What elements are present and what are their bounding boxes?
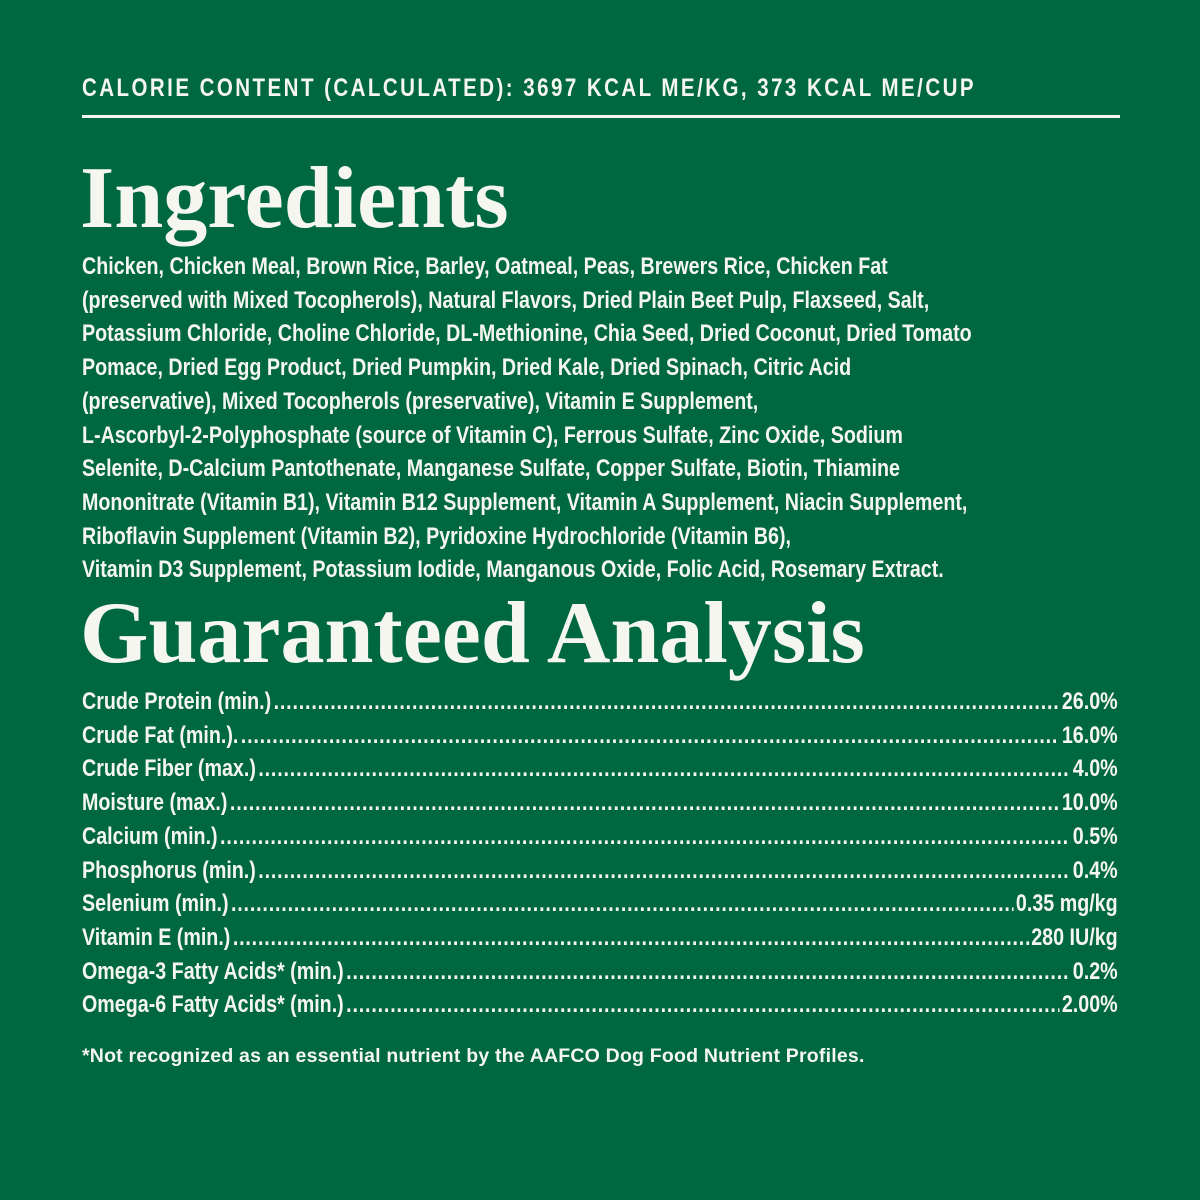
dot-leader [231,887,1013,921]
nutrient-label: Selenium (min.) [82,890,229,918]
nutrient-label: Vitamin E (min.) [82,923,231,951]
nutrient-value: 0.2% [1072,957,1118,985]
dot-leader [346,955,1070,989]
divider [82,115,1120,118]
analysis-row: Crude Protein (min.) 26.0% [82,685,1118,719]
analysis-row: Phosphorus (min.) 0.4% [82,854,1118,888]
dot-leader [220,820,1070,854]
ingredients-line: (preserved with Mixed Tocopherols), Natu… [82,286,930,314]
calorie-content: CALORIE CONTENT (CALCULATED): 3697 KCAL … [82,74,977,102]
analysis-row: Moisture (max.) 10.0% [82,786,1118,820]
dot-leader [258,854,1070,888]
nutrient-value: 10.0% [1061,789,1118,817]
ingredients-title: Ingredients [80,150,509,247]
nutrient-value: 0.5% [1072,822,1118,850]
dot-leader [241,719,1060,753]
footnote: *Not recognized as an essential nutrient… [82,1045,865,1067]
nutrient-label: Calcium (min.) [82,822,218,850]
dot-leader [258,752,1070,786]
dot-leader [346,988,1059,1022]
nutrient-label: Crude Protein (min.) [82,688,272,715]
ingredients-line: Mononitrate (Vitamin B1), Vitamin B12 Su… [82,488,968,516]
dot-leader [274,685,1060,719]
nutrient-label: Crude Fiber (max.) [82,755,256,783]
dot-leader [230,786,1059,820]
nutrient-label: Omega-3 Fatty Acids* (min.) [82,957,344,985]
nutrient-value: 26.0% [1061,688,1118,715]
analysis-row: Omega-3 Fatty Acids* (min.) 0.2% [82,955,1118,989]
ingredients-line: Vitamin D3 Supplement, Potassium Iodide,… [82,556,944,584]
nutrient-label: Phosphorus (min.) [82,856,256,884]
nutrient-label: Moisture (max.) [82,789,228,817]
ingredients-line: Riboflavin Supplement (Vitamin B2), Pyri… [82,522,791,550]
analysis-row: Vitamin E (min.) 280 IU/kg [82,921,1118,955]
ingredients-list: Chicken, Chicken Meal, Brown Rice, Barle… [82,250,1123,587]
analysis-row: Calcium (min.) 0.5% [82,820,1118,854]
analysis-row: Selenium (min.) 0.35 mg/kg [82,887,1118,921]
ingredients-line: Chicken, Chicken Meal, Brown Rice, Barle… [82,253,888,280]
analysis-row: Crude Fat (min.). 16.0% [82,719,1118,753]
ingredients-line: Pomace, Dried Egg Product, Dried Pumpkin… [82,354,852,382]
analysis-table: Crude Protein (min.) 26.0% Crude Fat (min.… [82,685,1118,1022]
guaranteed-analysis-title: Guaranteed Analysis [80,585,865,682]
ingredients-line: L-Ascorbyl-2-Polyphosphate (source of Vi… [82,421,903,449]
ingredients-line: Selenite, D-Calcium Pantothenate, Mangan… [82,455,900,483]
nutrient-value: 0.35 mg/kg [1015,890,1118,918]
analysis-row: Omega-6 Fatty Acids* (min.) 2.00% [82,988,1118,1022]
analysis-row: Crude Fiber (max.) 4.0% [82,752,1118,786]
nutrient-value: 2.00% [1061,991,1118,1019]
ingredients-line: (preservative), Mixed Tocopherols (prese… [82,387,759,415]
nutrient-value: 280 IU/kg [1031,923,1118,951]
nutrient-value: 4.0% [1072,755,1118,783]
ingredients-line: Potassium Chloride, Choline Chloride, DL… [82,320,972,348]
nutrient-value: 16.0% [1061,721,1118,749]
nutrient-value: 0.4% [1072,856,1118,884]
dot-leader [233,921,1029,955]
nutrient-label: Crude Fat (min.). [82,721,239,749]
nutrient-label: Omega-6 Fatty Acids* (min.) [82,991,344,1019]
